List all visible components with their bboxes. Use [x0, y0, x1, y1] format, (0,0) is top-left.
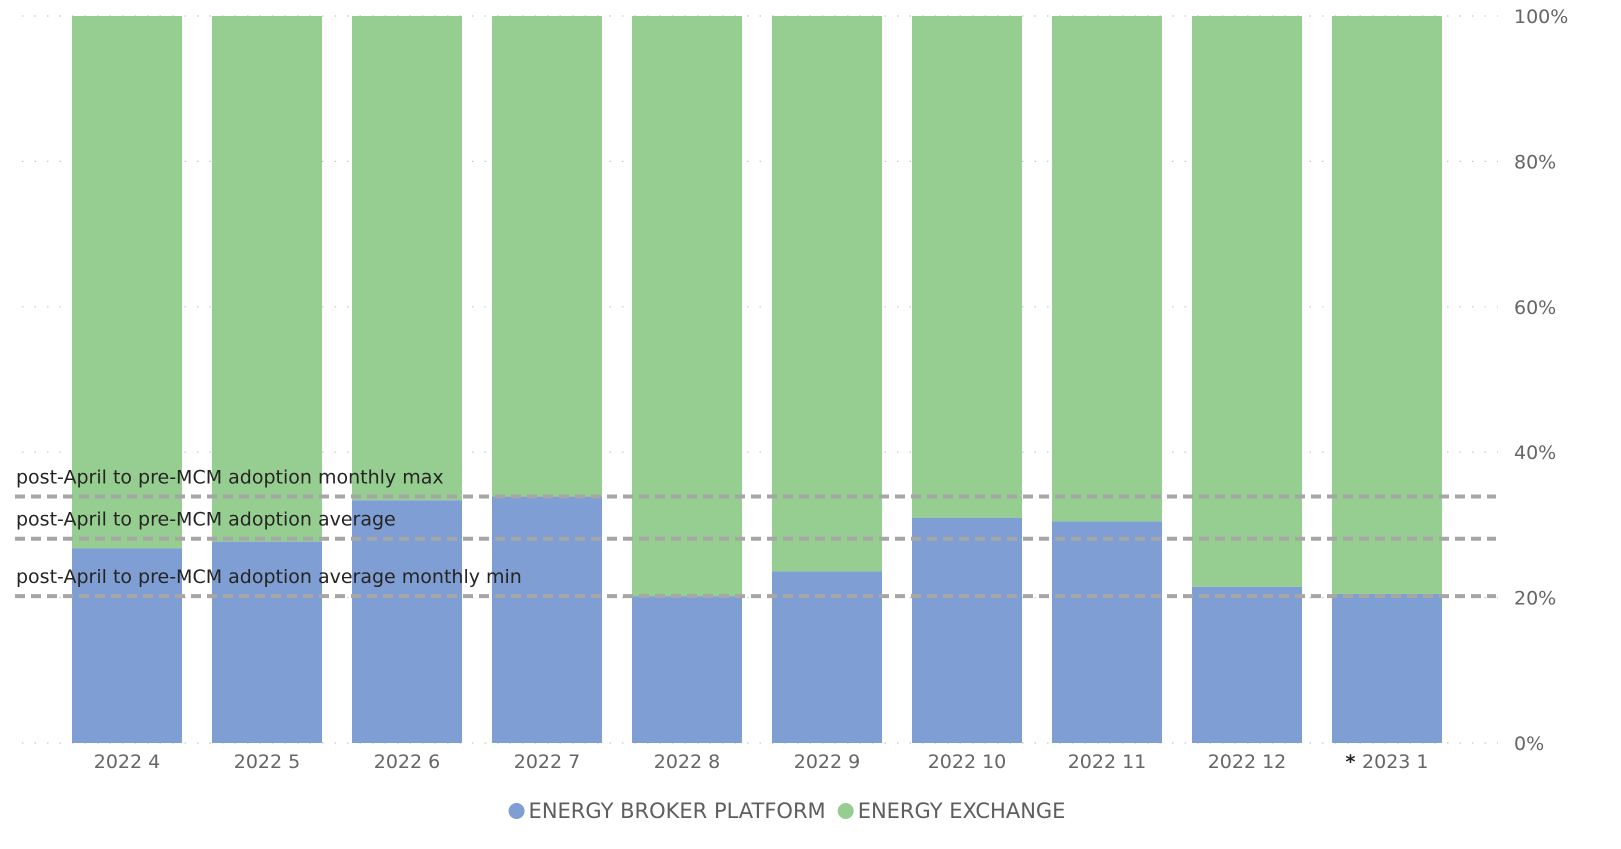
bar-segment-broker-platform: [72, 548, 182, 743]
legend-label: ENERGY EXCHANGE: [858, 799, 1066, 823]
x-tick-label: 2022 8: [654, 751, 720, 773]
x-tick-label: * 2023 1: [1345, 751, 1428, 773]
x-tick-text: 2022 6: [374, 751, 440, 773]
bar-segment-broker-platform: [212, 541, 322, 743]
legend-label: ENERGY BROKER PLATFORM: [529, 799, 826, 823]
x-tick-label: 2022 12: [1208, 751, 1287, 773]
reference-line-label: post-April to pre-MCM adoption monthly m…: [16, 467, 444, 489]
x-tick-marker: *: [1345, 751, 1362, 773]
x-tick-label: 2022 5: [234, 751, 300, 773]
bar-segment-broker-platform: [772, 571, 882, 743]
x-tick-text: 2023 1: [1362, 751, 1428, 773]
bar-segment-exchange: [212, 16, 322, 542]
bar-segment-broker-platform: [352, 500, 462, 743]
x-tick-text: 2022 8: [654, 751, 720, 773]
x-tick-text: 2022 12: [1208, 751, 1287, 773]
bar-segment-exchange: [1052, 16, 1162, 522]
x-tick-text: 2022 7: [514, 751, 580, 773]
bar-segment-broker-platform: [1052, 521, 1162, 743]
bar-segment-exchange: [1192, 16, 1302, 587]
x-tick-text: 2022 10: [928, 751, 1007, 773]
bar-segment-broker-platform: [492, 496, 602, 743]
y-tick-label: 60%: [1514, 297, 1556, 319]
x-tick-label: 2022 11: [1068, 751, 1147, 773]
bar-segment-exchange: [772, 16, 882, 572]
x-tick-label: 2022 9: [794, 751, 860, 773]
x-tick-label: 2022 7: [514, 751, 580, 773]
bar-segment-broker-platform: [1332, 593, 1442, 743]
legend-swatch: [508, 803, 525, 819]
reference-line-label: post-April to pre-MCM adoption average m…: [16, 566, 522, 588]
bar-segment-broker-platform: [912, 517, 1022, 743]
legend-swatch: [837, 803, 854, 819]
reference-line-label: post-April to pre-MCM adoption average: [16, 509, 396, 531]
x-tick-label: 2022 10: [928, 751, 1007, 773]
bar-segment-exchange: [632, 16, 742, 597]
y-tick-label: 100%: [1514, 6, 1568, 28]
bar-segment-broker-platform: [1192, 586, 1302, 743]
bar-segment-exchange: [912, 16, 1022, 518]
x-tick-text: 2022 11: [1068, 751, 1147, 773]
x-tick-text: 2022 9: [794, 751, 860, 773]
y-tick-label: 40%: [1514, 442, 1556, 464]
bar-segment-broker-platform: [632, 596, 742, 743]
bar-segment-exchange: [72, 16, 182, 549]
bar-segment-exchange: [492, 16, 602, 497]
x-tick-label: 2022 4: [94, 751, 160, 773]
y-tick-label: 20%: [1514, 588, 1556, 610]
bar-segment-exchange: [1332, 16, 1442, 594]
x-tick-text: 2022 4: [94, 751, 160, 773]
y-tick-label: 80%: [1514, 151, 1556, 173]
bar-segment-exchange: [352, 16, 462, 501]
y-tick-label: 0%: [1514, 733, 1544, 755]
x-tick-label: 2022 6: [374, 751, 440, 773]
x-tick-text: 2022 5: [234, 751, 300, 773]
